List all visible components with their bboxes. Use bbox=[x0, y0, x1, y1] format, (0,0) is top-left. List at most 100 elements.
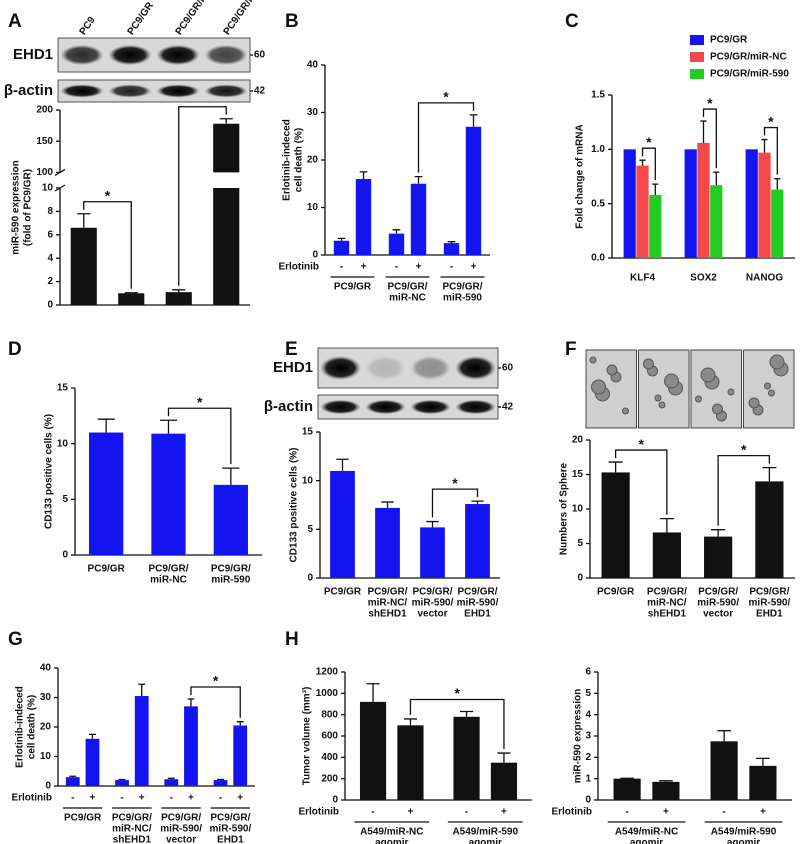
significance-bracket bbox=[417, 102, 475, 173]
x-tick-label: PC9/GR/ bbox=[647, 587, 687, 598]
error-bar bbox=[359, 171, 368, 179]
lane-label: PC9/GR/miR-590 bbox=[222, 0, 277, 37]
y-tick-label: 30 bbox=[40, 692, 52, 703]
group-label: PC9/GR/ bbox=[210, 813, 250, 824]
error-bar bbox=[219, 118, 233, 124]
panel-label: D bbox=[8, 339, 22, 360]
error-bar bbox=[717, 730, 731, 742]
blot-band bbox=[156, 84, 200, 98]
significance-label: * bbox=[768, 113, 774, 129]
y-tick-label: 2 bbox=[47, 276, 53, 287]
error-bar bbox=[469, 114, 478, 127]
bar bbox=[453, 716, 480, 800]
significance-bracket bbox=[178, 106, 227, 286]
y-tick-label: 40 bbox=[40, 663, 52, 674]
y-tick-label: 0 bbox=[312, 250, 318, 261]
bar bbox=[115, 780, 129, 786]
group-label: A549/miR-NC bbox=[360, 827, 423, 838]
x-tick-label: - bbox=[450, 262, 453, 273]
error-bar bbox=[118, 778, 126, 781]
x-tick-label: vector bbox=[417, 609, 447, 620]
x-tick-label: + bbox=[760, 807, 766, 818]
sphere bbox=[768, 389, 775, 397]
error-bar bbox=[652, 183, 659, 195]
y-axis-label: Erlotinib-indeced bbox=[282, 119, 293, 201]
blot-band bbox=[204, 44, 248, 66]
treatment-label: Erlotinib bbox=[298, 807, 339, 818]
sphere bbox=[643, 358, 654, 370]
bar bbox=[65, 777, 80, 786]
blot-band bbox=[204, 84, 248, 98]
y-tick-label: 100 bbox=[36, 167, 53, 178]
error-bar bbox=[659, 518, 674, 533]
blot-band bbox=[365, 356, 406, 380]
error-bar bbox=[172, 289, 186, 293]
bar bbox=[652, 532, 681, 578]
x-tick-label: PC9/GR bbox=[88, 564, 126, 575]
bar bbox=[213, 123, 240, 173]
sphere bbox=[748, 397, 760, 409]
y-tick-label: 20 bbox=[307, 155, 319, 166]
error-bar bbox=[414, 175, 423, 184]
group-label: agomir bbox=[630, 838, 663, 844]
significance-label: * bbox=[707, 95, 713, 111]
significance-bracket bbox=[763, 126, 778, 175]
error-bar bbox=[762, 466, 777, 482]
x-tick-label: PC9/GR/ bbox=[698, 587, 738, 598]
blot-marker: 42 bbox=[254, 86, 266, 97]
blot-row-label: EHD1 bbox=[273, 359, 313, 376]
group-label: miR-NC/ bbox=[112, 824, 152, 835]
y-tick-label: 1000 bbox=[316, 688, 339, 699]
significance-label: * bbox=[639, 436, 645, 452]
y-tick-label: 10 bbox=[307, 202, 319, 213]
y-tick-label: 10 bbox=[572, 504, 584, 515]
bar bbox=[710, 741, 738, 800]
group-label: miR-590 bbox=[443, 293, 482, 304]
sphere bbox=[764, 382, 771, 390]
blot-band bbox=[320, 399, 361, 415]
x-tick-label: KLF4 bbox=[630, 273, 655, 284]
error-bar bbox=[403, 718, 417, 726]
y-tick-label: 6 bbox=[47, 229, 53, 240]
y-tick-label: 0 bbox=[62, 550, 68, 561]
bar bbox=[118, 293, 145, 305]
x-tick-label: PC9/GR/ bbox=[148, 564, 188, 575]
y-tick-label: 10 bbox=[40, 751, 52, 762]
x-tick-label: shEHD1 bbox=[648, 609, 687, 620]
x-tick-label: + bbox=[471, 262, 477, 273]
y-tick-label: 0 bbox=[47, 300, 53, 311]
bar bbox=[443, 243, 460, 255]
error-bar bbox=[366, 683, 380, 702]
y-tick-label: 400 bbox=[321, 752, 338, 763]
x-tick-label: + bbox=[416, 262, 422, 273]
y-tick-label: 1.0 bbox=[591, 144, 605, 155]
y-axis-label: Tumor volume (mm³) bbox=[302, 687, 313, 786]
error-bar bbox=[159, 419, 178, 434]
bar bbox=[213, 484, 248, 555]
error-bar bbox=[639, 159, 646, 166]
bar bbox=[613, 778, 641, 800]
x-tick-label: - bbox=[340, 262, 343, 273]
x-tick-label: PC9/GR bbox=[597, 587, 635, 598]
bar bbox=[213, 780, 228, 786]
y-tick-label: 5 bbox=[577, 538, 583, 549]
sphere bbox=[664, 373, 679, 389]
error-bar bbox=[713, 171, 720, 186]
sphere bbox=[658, 401, 666, 409]
group-label: miR-590/ bbox=[210, 824, 252, 835]
error-bar bbox=[756, 757, 770, 766]
x-tick-label: vector bbox=[703, 609, 733, 620]
y-tick-label: 10 bbox=[302, 475, 314, 486]
error-bar bbox=[69, 775, 77, 778]
x-tick-label: miR-590/ bbox=[457, 598, 499, 609]
bar bbox=[397, 725, 424, 800]
y-axis-label: cell death (%) bbox=[27, 695, 38, 759]
x-tick-label: NANOG bbox=[746, 273, 783, 284]
x-tick-label: + bbox=[663, 807, 669, 818]
blot-band bbox=[60, 84, 104, 98]
y-tick-label: 200 bbox=[321, 773, 338, 784]
x-tick-label: - bbox=[120, 793, 123, 804]
legend-label: PC9/GR/miR-NC bbox=[710, 52, 787, 63]
blot-band bbox=[410, 399, 451, 415]
x-tick-label: - bbox=[625, 807, 628, 818]
